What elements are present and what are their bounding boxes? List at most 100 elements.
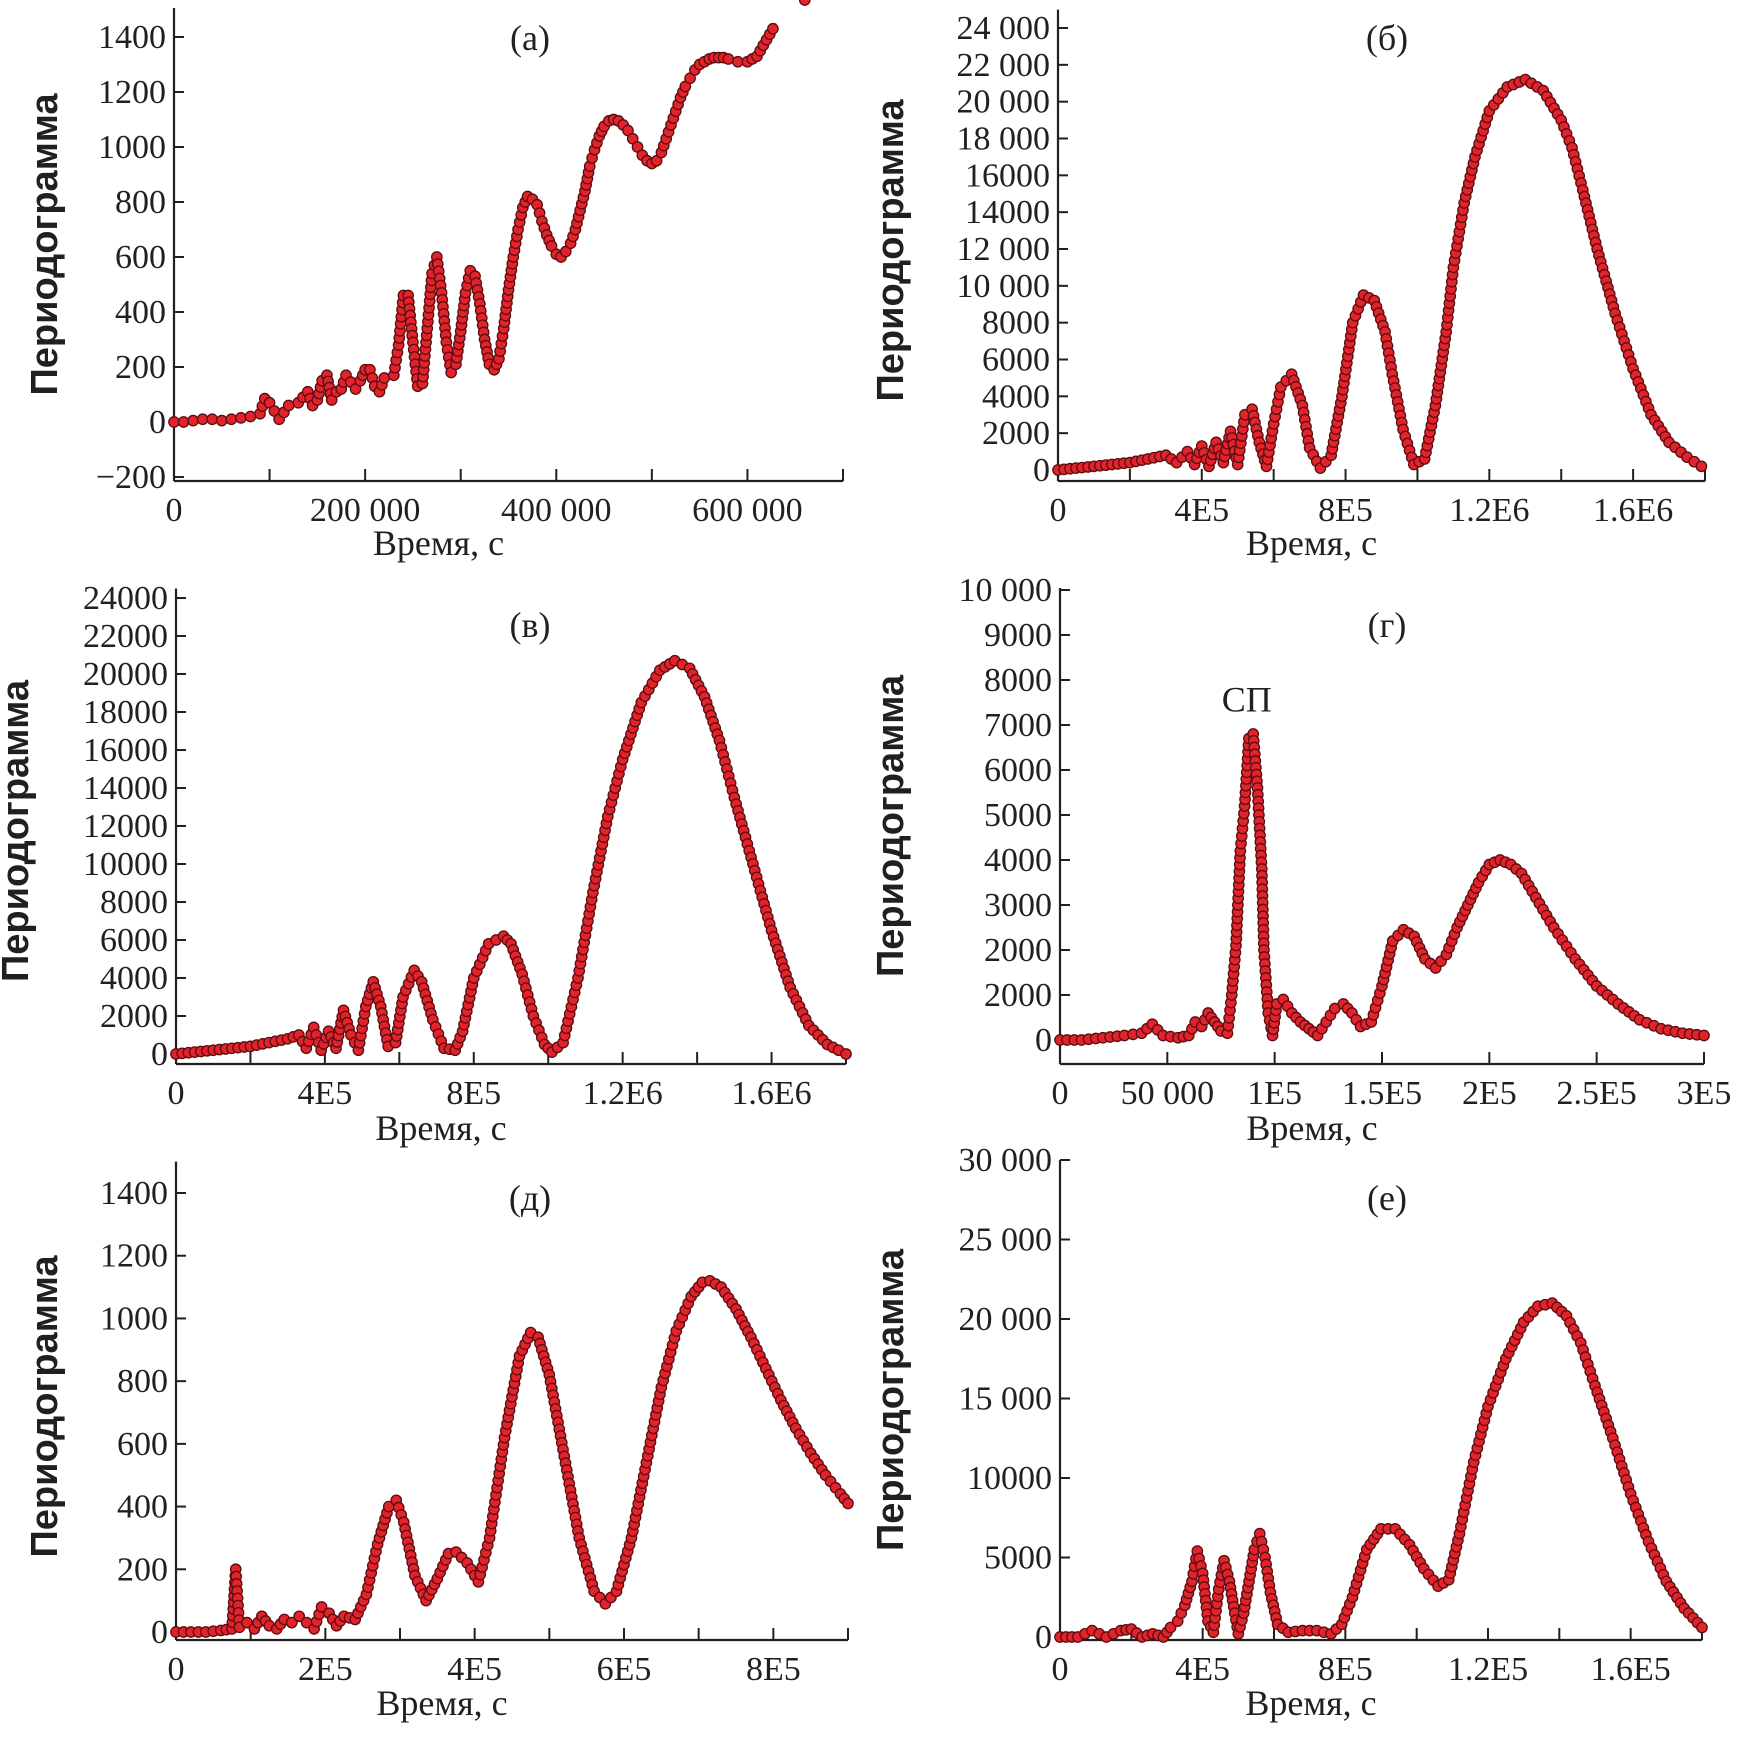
x-tick-label: 1.2E6 [1449, 492, 1529, 529]
y-tick-label: 0 [1035, 1619, 1052, 1656]
y-axis-title: Периодограмма [24, 1255, 66, 1558]
y-tick-label: 14000 [83, 770, 168, 807]
data-point [1696, 1621, 1708, 1634]
panel-label: (в) [510, 605, 551, 645]
data-point [798, 0, 811, 6]
x-axis-title: Время, с [376, 1683, 507, 1723]
y-tick-label: 4000 [982, 378, 1050, 415]
y-tick-label: 1000 [100, 1300, 168, 1337]
y-tick-label: 24000 [83, 580, 168, 617]
x-axis-title: Время, с [1246, 523, 1377, 563]
y-tick-label: 800 [115, 184, 166, 221]
x-tick-label: 50 000 [1121, 1075, 1215, 1112]
y-tick-label: 2000 [982, 415, 1050, 452]
data-point [215, 414, 228, 427]
data-point [840, 1048, 852, 1060]
data-point [168, 416, 180, 428]
y-tick-label: −200 [96, 459, 166, 496]
y-tick-label: 16000 [965, 157, 1050, 194]
x-tick-label: 4E5 [447, 1651, 502, 1688]
chart-panel-g: 0 50 000 1E5 1.5E5 2E5 2.5E5 3E5 0 2000 2000 3000 4… [870, 572, 1731, 1148]
y-tick-label: 600 [117, 1426, 168, 1463]
data-point [285, 1616, 298, 1629]
y-tick-label: 2000 [984, 977, 1052, 1014]
x-tick-label: 3E5 [1677, 1075, 1732, 1112]
y-axis-title: Периодограмма [24, 93, 66, 396]
series-markers [170, 654, 852, 1060]
y-tick-label: 10000 [83, 846, 168, 883]
data-point [1695, 460, 1708, 473]
data-point [732, 55, 744, 68]
y-tick-label: 400 [115, 294, 166, 331]
x-tick-label: 1.6E6 [731, 1075, 811, 1112]
panel-label: (а) [510, 18, 550, 58]
x-tick-label: 4E5 [1174, 492, 1229, 529]
y-tick-label: 20000 [83, 656, 168, 693]
annotation-label: СП [1222, 680, 1272, 720]
y-tick-label: 200 [115, 349, 166, 386]
data-point [315, 1601, 328, 1613]
y-tick-label: 2000 [984, 932, 1052, 969]
y-tick-label: 0 [151, 1036, 168, 1073]
x-tick-label: 8E5 [1318, 492, 1373, 529]
y-tick-label: 1200 [98, 74, 166, 111]
data-point [244, 410, 257, 423]
data-point [187, 414, 199, 427]
x-tick-label: 2E5 [1462, 1075, 1517, 1112]
x-axis-title: Время, с [1246, 1108, 1377, 1148]
y-tick-label: 15 000 [959, 1381, 1053, 1418]
y-tick-label: 6000 [100, 922, 168, 959]
x-tick-label: 0 [1050, 492, 1067, 529]
x-tick-label: 0 [168, 1075, 185, 1112]
data-point [1164, 1621, 1177, 1634]
x-tick-label: 0 [166, 492, 183, 529]
x-tick-label: 200 000 [310, 492, 421, 529]
y-tick-label: 8000 [984, 662, 1052, 699]
chart-panel-d: 0 2E5 4E5 6E5 8E5 0 200 400 600 800 1000 1200 1400 Пе… [24, 1161, 854, 1723]
x-tick-label: 8E5 [746, 1651, 801, 1688]
panel-label: (г) [1368, 605, 1407, 645]
x-tick-label: 1.5E5 [1342, 1075, 1422, 1112]
data-point [206, 413, 219, 426]
y-tick-label: 400 [117, 1489, 168, 1526]
series-markers [1054, 728, 1710, 1046]
panel-label: (е) [1367, 1178, 1407, 1218]
data-point [293, 1610, 306, 1623]
y-tick-label: 8000 [100, 884, 168, 921]
panel-label: (б) [1366, 18, 1408, 58]
data-point [225, 413, 238, 426]
y-tick-label: 18 000 [957, 121, 1051, 158]
x-tick-label: 0 [168, 1651, 185, 1688]
y-tick-label: 10000 [967, 1460, 1052, 1497]
y-tick-label: 4000 [100, 960, 168, 997]
x-tick-label: 0 [1052, 1075, 1069, 1112]
data-point [1698, 1029, 1710, 1042]
y-tick-label: 5000 [984, 797, 1052, 834]
y-axis-title: Периодограмма [870, 99, 912, 402]
x-tick-label: 2.5E5 [1557, 1075, 1637, 1112]
series-markers [170, 1274, 854, 1638]
x-tick-label: 1E5 [1247, 1075, 1302, 1112]
series-markers [1052, 73, 1708, 476]
y-tick-label: 20 000 [957, 84, 1051, 121]
y-tick-label: 1000 [98, 129, 166, 166]
data-point [241, 1616, 253, 1629]
y-tick-label: 10 000 [957, 268, 1051, 305]
data-point [378, 372, 391, 384]
x-tick-label: 1.6E5 [1591, 1651, 1671, 1688]
chart-panel-e: 0 4E5 8E5 1.2E5 1.6E5 0 5000 10000 15 000 20 000 2… [870, 1142, 1708, 1723]
y-tick-label: 30 000 [959, 1142, 1053, 1179]
series-markers [1054, 1297, 1708, 1643]
x-tick-label: 600 000 [692, 492, 803, 529]
series-markers [168, 0, 811, 428]
y-tick-label: 200 [117, 1551, 168, 1588]
y-tick-label: 800 [117, 1363, 168, 1400]
y-tick-label: 0 [1033, 452, 1050, 489]
x-axis-title: Время, с [1245, 1683, 1376, 1723]
x-tick-label: 2E5 [298, 1651, 353, 1688]
data-point [235, 412, 247, 424]
x-tick-label: 4E5 [297, 1075, 352, 1112]
y-tick-label: 20 000 [959, 1301, 1053, 1338]
y-tick-label: 1400 [98, 19, 166, 56]
